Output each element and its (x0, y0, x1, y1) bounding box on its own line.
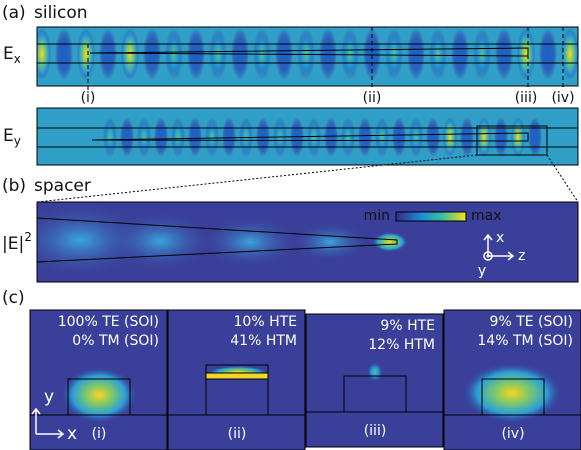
mode-line1: 100% TE (SOI) (58, 314, 159, 330)
panel-title: spacer (34, 176, 91, 196)
waveguide (36, 26, 579, 87)
field-lobe (443, 117, 457, 157)
axis-label: x (67, 424, 77, 444)
field-lobe (528, 117, 542, 157)
zoom-lines (36, 154, 579, 203)
field-lobe (392, 117, 406, 157)
field-lobes (37, 28, 578, 80)
frame (36, 201, 579, 283)
field-lobe (358, 117, 372, 157)
mode-line2: 41% HTM (230, 333, 297, 349)
field-lobe (222, 117, 236, 157)
field-symbol: E (3, 126, 14, 146)
mode-spot (462, 363, 562, 423)
field-lobe (409, 117, 423, 157)
waveguide (36, 107, 579, 166)
field-lobe (426, 117, 440, 157)
field-lobe (511, 117, 525, 157)
field-lobe (319, 28, 337, 80)
field-superscript: 2 (24, 230, 32, 244)
axis-dot (486, 254, 490, 258)
field-lobe (363, 28, 381, 80)
mode-line2: 0% TM (SOI) (72, 333, 159, 349)
marker: (i) (81, 90, 96, 106)
mode-line1: 10% HTE (234, 314, 298, 330)
colorbar-max: max (471, 208, 502, 224)
field-symbol: |E| (2, 234, 24, 254)
axes-icon (31, 407, 65, 439)
field-lobe (429, 28, 447, 80)
field-label: Ex (3, 44, 21, 66)
field-lobe (121, 28, 139, 80)
marker: (ii) (363, 90, 382, 106)
field-lobe (341, 117, 355, 157)
mode-spot (61, 367, 137, 423)
field-lobe (539, 28, 557, 80)
field-lobe (55, 28, 73, 80)
colorbar (395, 211, 467, 222)
mode-tag: (i) (92, 426, 107, 442)
mode-line1: 9% TE (SOI) (490, 314, 573, 330)
field-lobe (188, 117, 202, 157)
mode-line1: 9% HTE (380, 318, 435, 334)
mode-spot (367, 362, 383, 382)
mode-tag: (ii) (228, 426, 247, 442)
panel-title: silicon (34, 3, 88, 23)
field-lobe (171, 117, 185, 157)
panel-label: (c) (2, 288, 25, 308)
taper (36, 217, 398, 263)
marker: (iv) (551, 90, 574, 106)
field-lobe (473, 28, 491, 80)
field-lobe (324, 117, 338, 157)
field-lobe (154, 117, 168, 157)
field-subscript: y (14, 134, 21, 148)
mode-tag: (iii) (364, 423, 387, 439)
field-lobe (494, 117, 508, 157)
field-lobe (205, 117, 219, 157)
mode-tag: (iv) (501, 426, 524, 442)
cut-lines (87, 27, 564, 90)
field-label: |E|2 (2, 230, 32, 255)
mode-panels: 100% TE (SOI) 0% TM (SOI) (i) 10% HTE 41% HT… (29, 309, 581, 450)
field-lobe (103, 117, 117, 157)
axis-label: y (478, 263, 486, 279)
field-lobe (385, 28, 403, 80)
field-subscript: x (14, 52, 21, 66)
panel-label: (a) (2, 3, 26, 23)
field-lobe (460, 117, 474, 157)
field-lobe (137, 117, 151, 157)
field-lobe (341, 28, 359, 80)
field-label: Ey (3, 126, 21, 148)
field-lobe (451, 28, 469, 80)
marker: (iii) (515, 90, 538, 106)
axes-icon (483, 233, 515, 261)
field-lobe (143, 28, 161, 80)
field-lobe (477, 117, 491, 157)
mode-line2: 12% HTM (368, 337, 435, 353)
field-lobe (120, 117, 134, 157)
panel-label: (b) (2, 176, 26, 196)
axis-label: y (44, 387, 54, 407)
metal-strip (205, 364, 269, 374)
field-lobe (77, 28, 95, 80)
field-lobe (99, 28, 117, 80)
waveguide (481, 378, 545, 416)
field-lobe (407, 28, 425, 80)
spacer-strip (205, 372, 269, 380)
waveguide (343, 375, 407, 413)
axis-label: x (496, 230, 504, 246)
field-lobe (495, 28, 513, 80)
field-lobe (517, 28, 535, 80)
colorbar-min: min (364, 208, 390, 224)
mode-field (167, 309, 306, 450)
mode-line2: 14% TM (SOI) (477, 333, 573, 349)
field-lobe (561, 28, 578, 80)
field-symbol: E (3, 44, 14, 64)
waveguide (67, 378, 131, 416)
axis-label: z (518, 248, 525, 264)
field-lobe (37, 28, 51, 80)
field-lobe (375, 117, 389, 157)
